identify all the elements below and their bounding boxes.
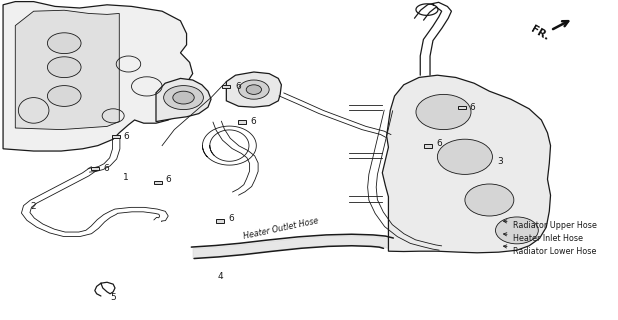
Bar [424,144,432,148]
Bar [112,134,121,138]
Ellipse shape [438,139,493,174]
Ellipse shape [173,91,194,104]
Text: 2: 2 [31,202,36,211]
Bar [458,106,466,109]
Bar [216,219,224,223]
Text: 6: 6 [436,139,442,148]
Text: 1: 1 [122,173,129,182]
Text: 6: 6 [251,117,256,126]
Text: Radiator Upper Hose: Radiator Upper Hose [504,220,596,230]
Ellipse shape [48,86,81,107]
Ellipse shape [246,85,261,94]
Bar [91,166,99,170]
Text: 6: 6 [235,82,240,91]
Ellipse shape [48,33,81,53]
Polygon shape [3,2,193,151]
Text: 5: 5 [110,293,116,302]
Text: FR.: FR. [529,24,551,43]
Ellipse shape [239,80,269,99]
Bar [222,85,231,88]
Text: 6: 6 [103,164,109,172]
Polygon shape [226,72,281,107]
Text: Heater Inlet Hose: Heater Inlet Hose [504,233,583,243]
Text: 6: 6 [470,103,475,112]
Ellipse shape [164,86,203,110]
Polygon shape [156,78,211,122]
Bar [154,181,162,184]
Text: 4: 4 [218,272,223,281]
Polygon shape [383,75,551,253]
Ellipse shape [496,217,538,244]
Text: 6: 6 [124,132,129,140]
Text: 6: 6 [229,214,235,223]
Bar [239,120,246,124]
Ellipse shape [416,94,471,130]
Ellipse shape [48,57,81,78]
Polygon shape [15,10,119,130]
Ellipse shape [465,184,514,216]
Text: 3: 3 [497,157,503,166]
Text: 6: 6 [166,175,172,184]
Text: Heater Outlet Hose: Heater Outlet Hose [243,216,320,241]
Text: Radiator Lower Hose: Radiator Lower Hose [504,245,596,256]
